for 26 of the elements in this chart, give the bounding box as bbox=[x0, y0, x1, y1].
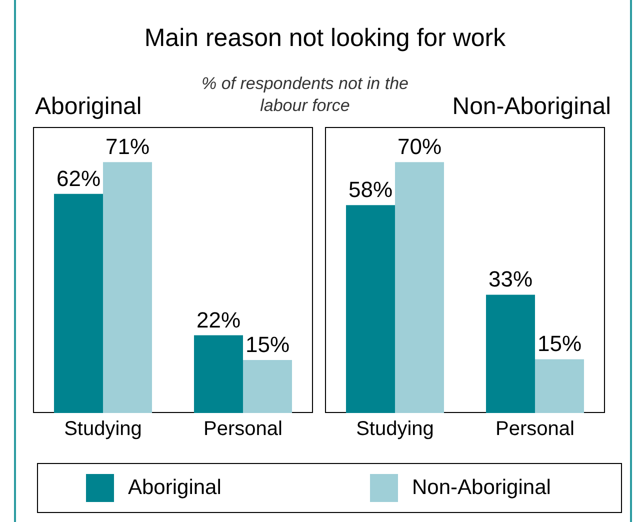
text: Main reason not looking for work bbox=[143, 24, 507, 53]
x-tick-label: Personal bbox=[496, 418, 574, 440]
legend-label: Aboriginal bbox=[128, 476, 222, 500]
bar bbox=[395, 162, 444, 413]
text: % of respondents not in the labour force bbox=[200, 73, 410, 117]
chart-title: Aboriginal bbox=[35, 93, 142, 121]
bar bbox=[346, 205, 395, 413]
data-label: 71% bbox=[105, 134, 150, 160]
x-tick-label: Studying bbox=[356, 418, 434, 440]
data-label: 15% bbox=[245, 332, 290, 357]
data-label: 33% bbox=[488, 266, 533, 292]
data-label: 22% bbox=[196, 307, 241, 332]
legend-label: Non-Aboriginal bbox=[412, 476, 551, 500]
chart-title: Non-Aboriginal bbox=[452, 93, 611, 121]
bar bbox=[243, 360, 292, 413]
x-tick-label: Personal bbox=[204, 418, 282, 440]
bar bbox=[194, 335, 243, 413]
data-label: 15% bbox=[537, 331, 582, 356]
x-tick-label: Studying bbox=[64, 418, 142, 440]
data-label: 62% bbox=[56, 166, 101, 191]
bar bbox=[535, 359, 584, 413]
data-label: 70% bbox=[397, 134, 442, 160]
bar bbox=[54, 194, 103, 413]
bar bbox=[486, 294, 535, 413]
data-label: 58% bbox=[348, 177, 393, 202]
bar bbox=[103, 162, 152, 413]
